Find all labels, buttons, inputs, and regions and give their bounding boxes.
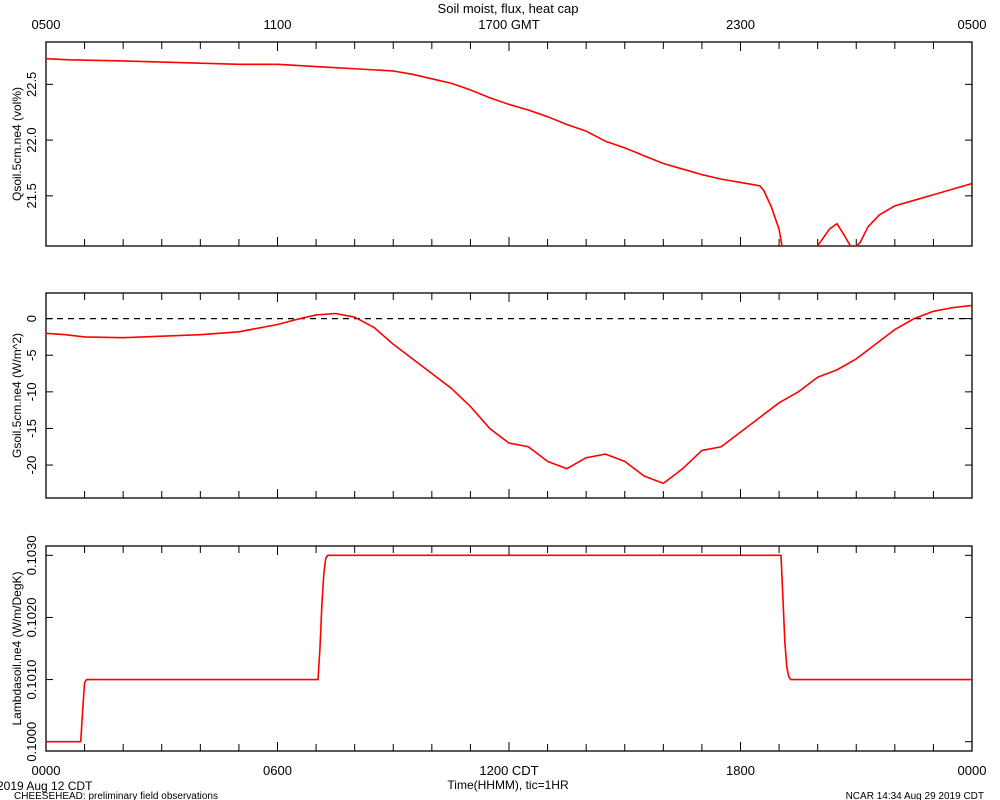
y-tick-label: 0.1020 (24, 598, 39, 638)
y-axis-label: Qsoil.5cm.ne4 (vol%) (10, 87, 24, 201)
y-tick-label: -10 (24, 382, 39, 401)
bottom-tick-label: 1800 (726, 763, 755, 778)
footer-project: CHEESEHEAD: preliminary field observatio… (14, 791, 218, 800)
top-tick-label: 2300 (726, 17, 755, 32)
y-axis-label: Lambdasoil.ne4 (W/m/DegK) (10, 571, 24, 725)
axes-layer (45, 41, 973, 752)
y-axis-label: Gsoil.5cm.ne4 (W/m^2) (10, 333, 24, 458)
panel-frame (45, 292, 973, 499)
footer-stamp: NCAR 14:34 Aug 29 2019 CDT (846, 791, 984, 800)
series-line (46, 57, 972, 246)
y-tick-label: 0.1010 (24, 660, 39, 700)
series-line (46, 554, 972, 743)
panel-frame (45, 545, 973, 752)
chart-title: Soil moist, flux, heat cap (438, 1, 579, 16)
y-tick-label: 21.5 (24, 183, 39, 208)
top-tick-label: 1100 (264, 17, 292, 32)
y-tick-label: -20 (24, 456, 39, 475)
x-axis-label: Time(HHMM), tic=1HR (447, 778, 569, 792)
top-tick-label: 0500 (32, 17, 61, 32)
bottom-tick-label: 1200 CDT (479, 763, 538, 778)
y-tick-label: -15 (24, 419, 39, 438)
top-tick-label: 0500 (958, 17, 987, 32)
bottom-tick-label: 0600 (263, 763, 292, 778)
y-tick-label: 0 (24, 315, 39, 322)
y-tick-label: -5 (24, 349, 39, 361)
y-tick-label: 22.5 (24, 72, 39, 97)
data-layer (46, 57, 972, 743)
bottom-tick-label: 0000 (958, 763, 987, 778)
bottom-tick-label: 0000 (32, 763, 61, 778)
top-tick-label: 1700 GMT (478, 17, 539, 32)
y-tick-label: 22.0 (24, 127, 39, 152)
panel-frame (45, 41, 973, 247)
series-line (46, 304, 972, 485)
y-tick-label: 0.1000 (24, 722, 39, 762)
y-tick-label: 0.1030 (24, 535, 39, 575)
footer-date: 2019 Aug 12 CDT (0, 779, 93, 793)
